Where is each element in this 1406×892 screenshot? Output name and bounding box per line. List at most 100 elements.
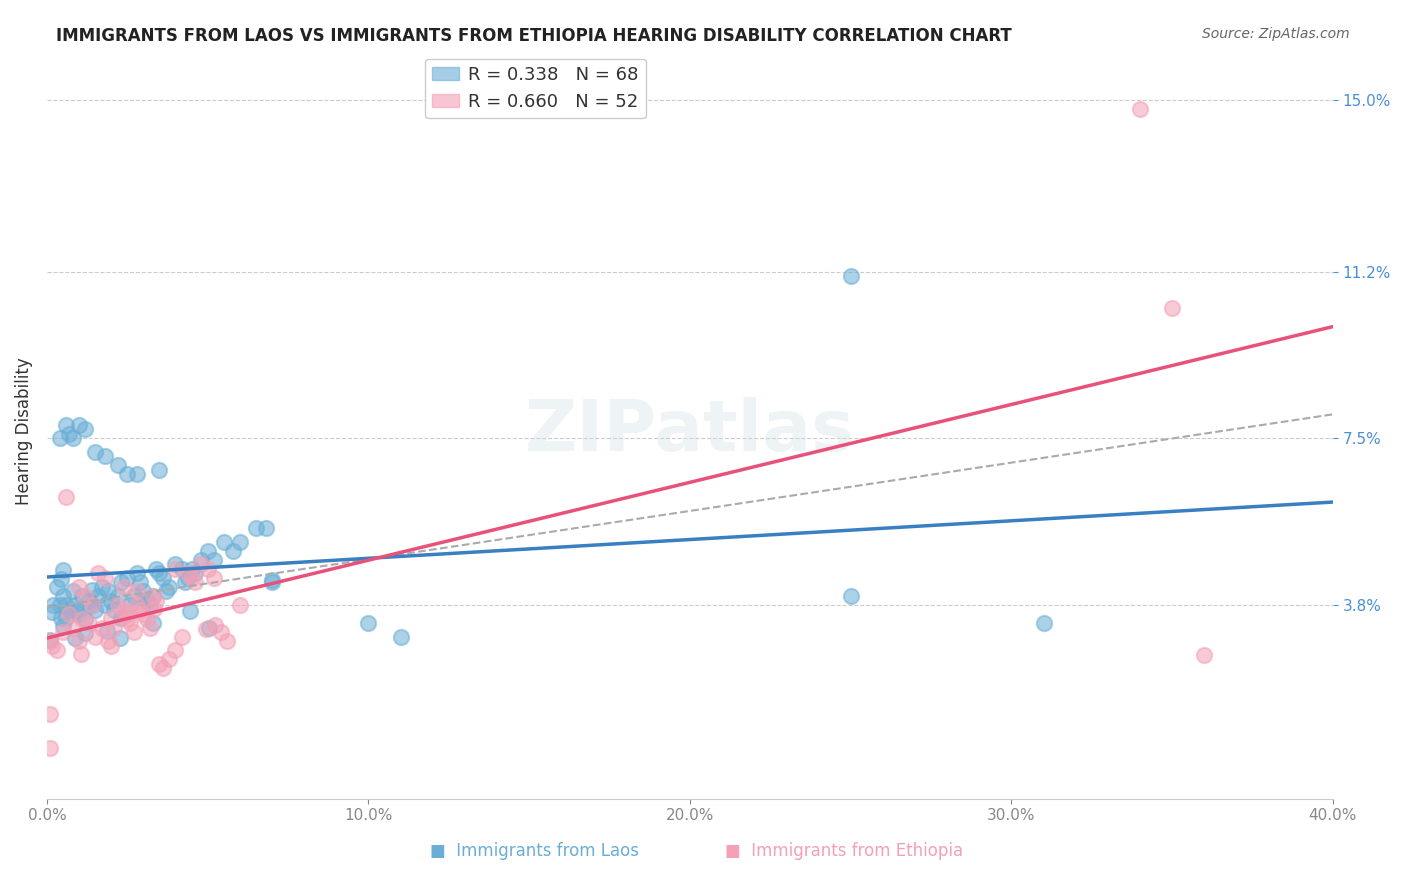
Y-axis label: Hearing Disability: Hearing Disability [15, 358, 32, 506]
Point [117, 467, 139, 482]
Point [142, 589, 165, 603]
Point [45, 580, 67, 594]
Point [177, 571, 200, 585]
Point [42, 598, 65, 612]
Point [202, 553, 225, 567]
Point [77, 593, 100, 607]
Point [1161, 301, 1184, 315]
Point [107, 458, 129, 473]
Point [145, 593, 167, 607]
Point [117, 571, 139, 585]
Point [72, 611, 94, 625]
Text: ■  Immigrants from Laos: ■ Immigrants from Laos [430, 842, 638, 860]
Point [1129, 103, 1152, 117]
Point [229, 598, 252, 612]
Point [49, 573, 72, 587]
Point [62, 431, 84, 445]
Point [357, 615, 380, 630]
Point [165, 562, 187, 576]
Point [96, 624, 118, 639]
Point [135, 593, 157, 607]
Point [129, 575, 152, 590]
Point [75, 422, 97, 436]
Point [112, 602, 135, 616]
Point [179, 604, 201, 618]
Point [73, 625, 96, 640]
Point [157, 652, 180, 666]
Point [52, 564, 75, 578]
Point [87, 589, 110, 603]
Point [45, 643, 67, 657]
Point [184, 566, 207, 581]
Point [197, 562, 219, 576]
Point [254, 521, 277, 535]
Point [152, 661, 174, 675]
Point [84, 602, 107, 616]
Point [87, 566, 110, 581]
Point [107, 598, 129, 612]
Point [1032, 615, 1054, 630]
Point [75, 611, 97, 625]
Point [215, 634, 238, 648]
Point [65, 604, 87, 618]
Point [80, 598, 103, 612]
Point [67, 580, 90, 594]
Point [177, 566, 200, 581]
Point [84, 445, 107, 459]
Point [184, 575, 207, 590]
Point [222, 544, 245, 558]
Point [65, 598, 87, 612]
Point [190, 558, 212, 572]
Point [120, 598, 142, 612]
Point [139, 598, 162, 612]
Point [142, 589, 165, 603]
Point [70, 647, 93, 661]
Text: ■  Immigrants from Ethiopia: ■ Immigrants from Ethiopia [724, 842, 963, 860]
Point [103, 602, 125, 616]
Point [55, 417, 77, 432]
Point [41, 639, 63, 653]
Point [72, 589, 94, 603]
Point [48, 598, 70, 612]
Point [39, 707, 62, 722]
Point [117, 607, 139, 621]
Point [129, 602, 152, 616]
Point [94, 571, 117, 585]
Point [58, 607, 80, 621]
Point [170, 562, 193, 576]
Point [143, 602, 166, 616]
Point [80, 598, 103, 612]
Point [110, 631, 132, 645]
Point [195, 623, 218, 637]
Point [97, 584, 120, 599]
Point [125, 598, 148, 612]
Point [67, 634, 90, 648]
Point [48, 431, 70, 445]
Point [148, 463, 170, 477]
Point [148, 657, 170, 671]
Point [52, 589, 75, 603]
Point [209, 625, 232, 640]
Point [67, 417, 90, 432]
Point [52, 619, 75, 633]
Legend: R = 0.338   N = 68, R = 0.660   N = 52: R = 0.338 N = 68, R = 0.660 N = 52 [425, 59, 645, 118]
Point [135, 593, 157, 607]
Point [202, 571, 225, 585]
Point [63, 632, 86, 646]
Point [107, 589, 129, 603]
Point [55, 611, 77, 625]
Point [148, 566, 170, 581]
Point [212, 535, 235, 549]
Point [139, 621, 162, 635]
Point [49, 610, 72, 624]
Point [58, 426, 80, 441]
Point [125, 566, 148, 581]
Point [132, 584, 155, 599]
Point [125, 467, 148, 482]
Point [204, 618, 226, 632]
Point [100, 593, 122, 607]
Point [117, 611, 139, 625]
Point [62, 621, 84, 635]
Point [62, 584, 84, 599]
Point [120, 615, 142, 630]
